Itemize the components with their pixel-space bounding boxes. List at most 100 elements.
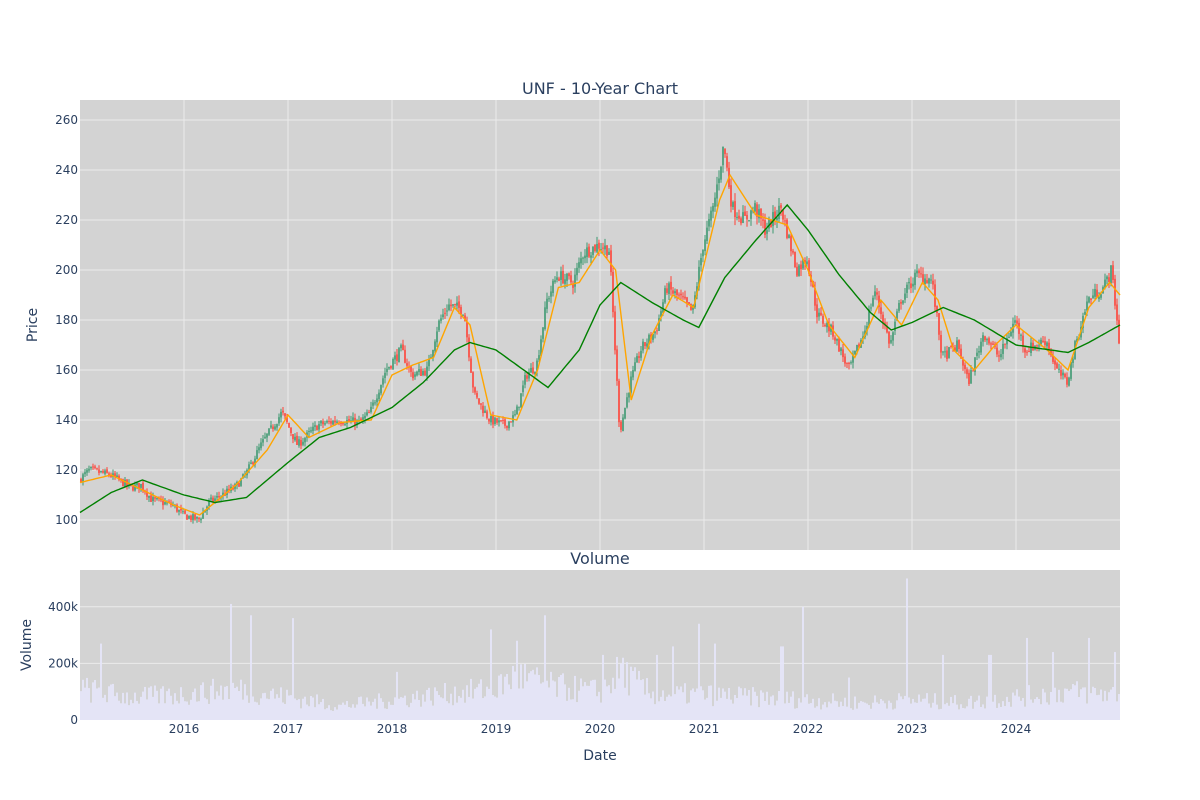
- volume-bar: [788, 702, 790, 720]
- candle-body: [846, 362, 848, 364]
- candle-body: [1084, 311, 1086, 315]
- candle-body: [1098, 296, 1100, 299]
- volume-bar: [726, 698, 728, 720]
- volume-bar: [420, 706, 422, 720]
- volume-bar: [994, 694, 996, 720]
- volume-bar: [628, 695, 630, 720]
- candle-body: [976, 352, 978, 356]
- volume-bar: [396, 671, 398, 720]
- candle-body: [1046, 342, 1048, 347]
- volume-bar: [984, 708, 986, 720]
- candle-body: [296, 435, 298, 446]
- volume-bar: [974, 701, 976, 720]
- volume-bar: [834, 700, 836, 720]
- candle-body: [698, 266, 700, 288]
- candle-body: [888, 331, 890, 344]
- volume-bar: [472, 698, 474, 720]
- candle-body: [574, 274, 576, 287]
- candle-body: [336, 421, 338, 423]
- candle-body: [134, 484, 136, 491]
- candle-body: [536, 360, 538, 372]
- volume-bar: [510, 689, 512, 720]
- volume-bar: [998, 703, 1000, 720]
- volume-bar: [84, 687, 86, 720]
- candle-body: [622, 417, 624, 432]
- volume-bar: [1066, 688, 1068, 720]
- volume-bar: [1064, 688, 1066, 720]
- volume-bar: [722, 688, 724, 720]
- candle-body: [394, 355, 396, 360]
- volume-bar: [114, 696, 116, 720]
- candle-body: [704, 239, 706, 252]
- volume-bar: [518, 688, 520, 720]
- candle-body: [456, 302, 458, 306]
- candle-body: [152, 497, 154, 502]
- candle-body: [590, 255, 592, 258]
- candle-body: [676, 289, 678, 295]
- volume-bar: [290, 695, 292, 720]
- candle-body: [166, 502, 168, 504]
- volume-bar: [816, 706, 818, 720]
- candle-body: [518, 406, 520, 408]
- volume-bar: [860, 701, 862, 720]
- volume-bar: [966, 706, 968, 720]
- candle-body: [450, 304, 452, 307]
- volume-gridlines: [80, 606, 1120, 664]
- volume-bar: [812, 698, 814, 720]
- volume-bar: [878, 703, 880, 720]
- volume-bar: [244, 684, 246, 720]
- volume-bar: [132, 703, 134, 720]
- volume-bar: [630, 666, 632, 720]
- volume-bar: [570, 699, 572, 720]
- volume-bar: [460, 697, 462, 720]
- volume-bar: [470, 678, 472, 720]
- candle-body: [910, 283, 912, 289]
- volume-bar: [1102, 701, 1104, 720]
- candle-body: [1042, 340, 1044, 343]
- volume-bar: [764, 700, 766, 720]
- volume-bar: [316, 694, 318, 720]
- candle-body: [350, 420, 352, 422]
- volume-bar: [770, 696, 772, 720]
- candle-body: [896, 311, 898, 321]
- candle-body: [806, 261, 808, 265]
- volume-bar: [854, 696, 856, 720]
- candle-body: [978, 351, 980, 353]
- candle-body: [1022, 335, 1024, 348]
- volume-bar: [1090, 693, 1092, 720]
- volume-bar: [212, 678, 214, 720]
- candle-body: [458, 301, 460, 308]
- volume-bar: [520, 664, 522, 720]
- volume-bar: [844, 697, 846, 720]
- candle-body: [774, 211, 776, 219]
- volume-bar: [330, 710, 332, 720]
- volume-bar: [566, 700, 568, 720]
- candle-body: [912, 283, 914, 287]
- candle-body: [866, 325, 868, 332]
- date-axis-title: Date: [583, 748, 616, 764]
- volume-bar: [388, 701, 390, 720]
- volume-bar: [332, 710, 334, 720]
- candle-body: [610, 250, 612, 273]
- candle-body: [996, 347, 998, 355]
- volume-bar: [356, 704, 358, 720]
- candle-body: [196, 516, 198, 519]
- volume-bar: [996, 707, 998, 720]
- volume-bar: [488, 688, 490, 720]
- candle-body: [426, 366, 428, 377]
- candle-body: [1110, 265, 1112, 284]
- volume-bar: [1098, 694, 1100, 720]
- volume-bar: [512, 665, 514, 720]
- volume-bar: [200, 685, 202, 720]
- candle-body: [868, 309, 870, 327]
- candle-body: [132, 486, 134, 491]
- candle-body: [708, 219, 710, 227]
- candle-body: [480, 403, 482, 405]
- candle-body: [528, 372, 530, 379]
- candle-body: [932, 280, 934, 285]
- candle-body: [758, 209, 760, 219]
- volume-bar: [1050, 691, 1052, 720]
- volume-bar: [126, 692, 128, 720]
- volume-bar: [340, 704, 342, 720]
- candle-body: [448, 304, 450, 311]
